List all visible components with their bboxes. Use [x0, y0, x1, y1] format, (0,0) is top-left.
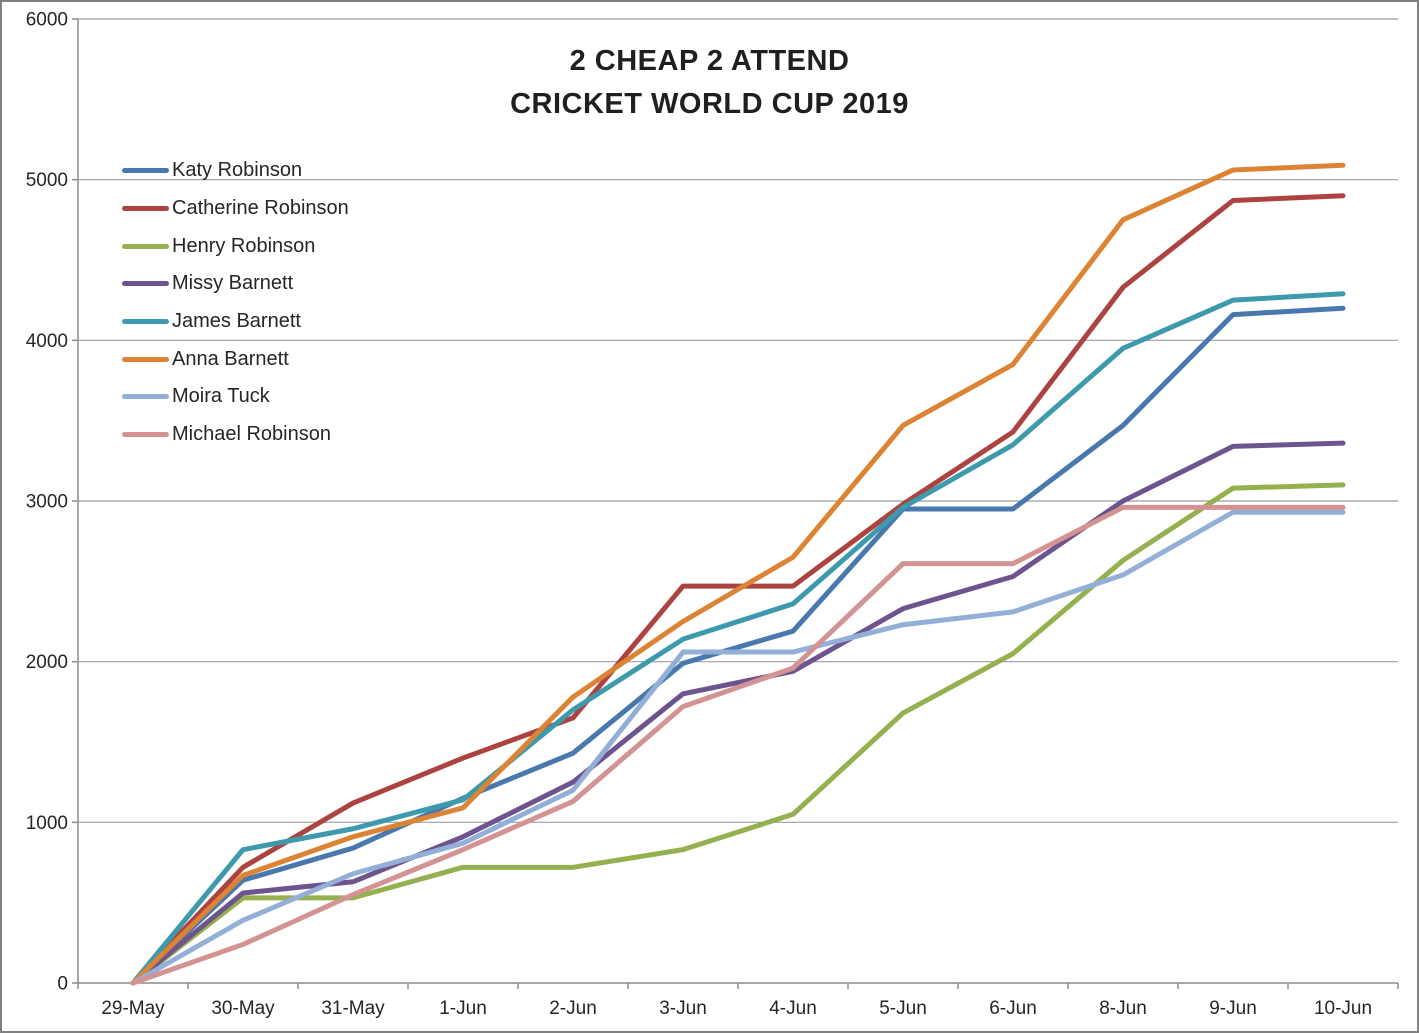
legend-item-anna-barnett[interactable]: Anna Barnett: [122, 340, 349, 378]
series-line-michael-robinson[interactable]: [130, 504, 1346, 986]
legend-swatch-michael-robinson: [122, 432, 169, 438]
y-tick-label-0: 0: [57, 974, 68, 995]
chart-title-line-2: CRICKET WORLD CUP 2019: [510, 88, 909, 120]
legend-item-missy-barnett[interactable]: Missy Barnett: [122, 265, 349, 303]
legend-swatch-moira-tuck: [122, 394, 169, 400]
legend-label-michael-robinson: Michael Robinson: [172, 423, 331, 446]
series-line-henry-robinson[interactable]: [130, 482, 1346, 986]
legend-swatch-james-barnett: [122, 319, 169, 325]
x-tick-label-2-jun: 2-Jun: [549, 998, 597, 1019]
legend-item-katy-robinson[interactable]: Katy Robinson: [122, 152, 349, 190]
x-tick-label-5-jun: 5-Jun: [879, 998, 927, 1019]
legend-item-catherine-robinson[interactable]: Catherine Robinson: [122, 190, 349, 228]
y-tick-label-6000: 6000: [26, 10, 68, 31]
x-tick-label-9-jun: 9-Jun: [1209, 998, 1257, 1019]
x-tick-label-31-may: 31-May: [321, 998, 385, 1019]
y-tick-label-3000: 3000: [26, 492, 68, 513]
x-tick-label-29-may: 29-May: [101, 998, 165, 1019]
legend-item-moira-tuck[interactable]: Moira Tuck: [122, 378, 349, 416]
series-line-moira-tuck[interactable]: [130, 509, 1346, 986]
legend-item-james-barnett[interactable]: James Barnett: [122, 303, 349, 341]
legend-label-moira-tuck: Moira Tuck: [172, 385, 270, 408]
legend-label-katy-robinson: Katy Robinson: [172, 159, 303, 182]
y-tick-label-5000: 5000: [26, 170, 68, 191]
x-tick-label-3-jun: 3-Jun: [659, 998, 707, 1019]
chart-title-line-1: 2 CHEAP 2 ATTEND: [569, 45, 850, 77]
y-tick-label-2000: 2000: [26, 652, 68, 673]
legend-label-henry-robinson: Henry Robinson: [172, 234, 316, 257]
series-line-katy-robinson[interactable]: [130, 305, 1346, 986]
legend-label-james-barnett: James Barnett: [172, 310, 301, 333]
legend-swatch-anna-barnett: [122, 356, 169, 362]
series-line-catherine-robinson[interactable]: [130, 193, 1346, 986]
y-tick-label-1000: 1000: [26, 813, 68, 834]
legend-swatch-catherine-robinson: [122, 206, 169, 212]
x-tick-label-30-may: 30-May: [211, 998, 275, 1019]
legend-item-henry-robinson[interactable]: Henry Robinson: [122, 227, 349, 265]
legend-label-missy-barnett: Missy Barnett: [172, 272, 294, 295]
series-line-james-barnett[interactable]: [130, 291, 1346, 986]
series-line-missy-barnett[interactable]: [130, 440, 1346, 986]
x-tick-label-4-jun: 4-Jun: [769, 998, 817, 1019]
legend-swatch-katy-robinson: [122, 168, 169, 174]
legend-item-michael-robinson[interactable]: Michael Robinson: [122, 416, 349, 454]
legend-label-catherine-robinson: Catherine Robinson: [172, 197, 349, 220]
legend-swatch-henry-robinson: [122, 243, 169, 249]
legend-label-anna-barnett: Anna Barnett: [172, 347, 289, 370]
x-tick-label-1-jun: 1-Jun: [439, 998, 487, 1019]
x-tick-label-6-jun: 6-Jun: [989, 998, 1037, 1019]
chart-title: 2 CHEAP 2 ATTEND CRICKET WORLD CUP 2019: [2, 40, 1417, 126]
legend-swatch-missy-barnett: [122, 281, 169, 287]
x-tick-label-10-jun: 10-Jun: [1314, 998, 1372, 1019]
series-line-anna-barnett[interactable]: [130, 162, 1346, 986]
y-tick-label-4000: 4000: [26, 331, 68, 352]
x-tick-label-8-jun: 8-Jun: [1099, 998, 1147, 1019]
legend: Katy Robinson Catherine Robinson Henry Rob…: [122, 152, 349, 454]
